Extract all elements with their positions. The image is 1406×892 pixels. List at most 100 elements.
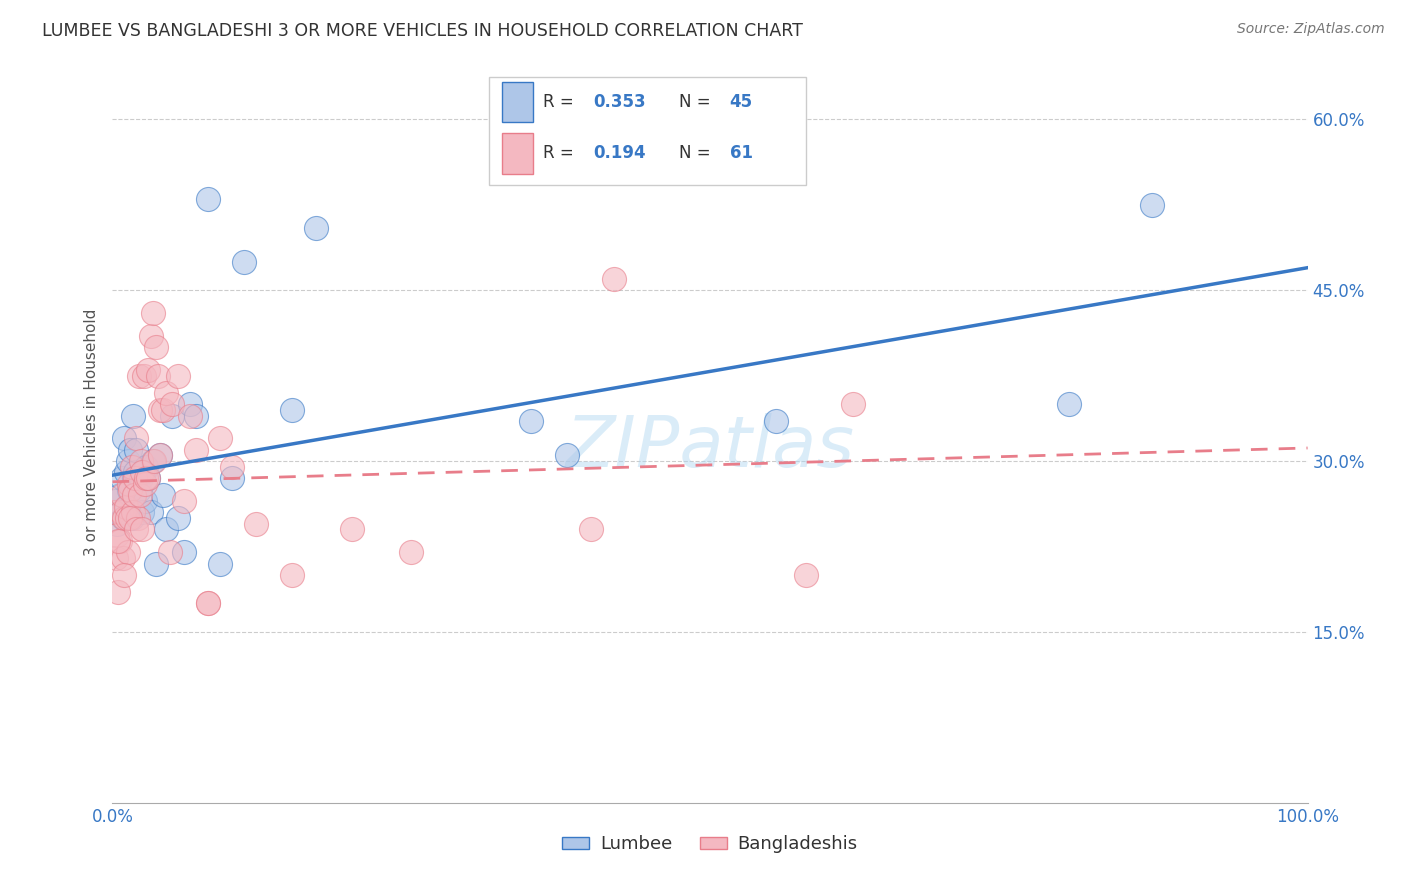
Point	[603, 272, 626, 286]
Point	[155, 523, 177, 537]
Point	[118, 483, 141, 497]
Point	[120, 442, 142, 457]
Point	[128, 368, 150, 383]
Point	[121, 459, 143, 474]
Point	[120, 483, 142, 497]
Point	[1057, 397, 1080, 411]
Point	[152, 488, 174, 502]
Point	[281, 568, 304, 582]
Point	[209, 431, 232, 445]
Point	[122, 471, 145, 485]
Point	[146, 368, 169, 383]
Point	[794, 568, 817, 582]
Point	[107, 533, 129, 548]
Point	[131, 466, 153, 480]
Point	[112, 550, 135, 565]
Point	[149, 449, 172, 463]
Point	[125, 431, 148, 445]
Point	[131, 523, 153, 537]
Point	[135, 471, 157, 485]
Point	[125, 442, 148, 457]
Point	[162, 397, 183, 411]
Point	[114, 431, 135, 445]
Point	[145, 557, 167, 571]
Point	[139, 328, 162, 343]
Point	[842, 397, 865, 411]
Point	[122, 488, 145, 502]
Point	[117, 545, 139, 559]
Point	[159, 545, 181, 559]
Point	[120, 511, 142, 525]
Point	[149, 402, 172, 417]
Point	[167, 511, 190, 525]
Point	[111, 488, 134, 502]
Point	[173, 545, 195, 559]
Point	[138, 471, 160, 485]
Point	[114, 466, 136, 480]
Point	[135, 459, 157, 474]
Point	[114, 511, 135, 525]
Point	[115, 500, 138, 514]
Point	[173, 494, 195, 508]
Point	[132, 368, 155, 383]
Point	[138, 471, 160, 485]
Point	[134, 494, 156, 508]
Point	[125, 523, 148, 537]
Point	[197, 597, 219, 611]
Point	[111, 471, 134, 485]
Point	[155, 385, 177, 400]
Point	[138, 363, 160, 377]
Point	[197, 597, 219, 611]
Point	[209, 557, 232, 571]
Point	[221, 471, 243, 485]
Point	[110, 505, 132, 519]
Point	[121, 511, 143, 525]
Point	[233, 254, 256, 268]
Point	[1142, 198, 1164, 212]
Point	[245, 516, 267, 531]
Point	[105, 550, 128, 565]
Point	[555, 449, 578, 463]
Y-axis label: 3 or more Vehicles in Household: 3 or more Vehicles in Household	[83, 309, 98, 557]
Point	[134, 476, 156, 491]
Point	[121, 505, 143, 519]
Point	[129, 454, 152, 468]
Point	[124, 466, 146, 480]
Point	[142, 454, 165, 468]
Point	[579, 523, 602, 537]
Point	[142, 306, 165, 320]
Point	[129, 488, 152, 502]
Point	[105, 516, 128, 531]
Point	[132, 466, 155, 480]
Point	[108, 533, 131, 548]
Point	[281, 402, 304, 417]
Point	[114, 568, 135, 582]
Point	[152, 402, 174, 417]
Point	[103, 505, 125, 519]
Point	[162, 409, 183, 423]
Point	[221, 459, 243, 474]
Point	[340, 523, 363, 537]
Point	[167, 368, 190, 383]
Point	[112, 511, 135, 525]
Point	[186, 442, 208, 457]
Point	[107, 585, 129, 599]
Point	[520, 414, 543, 428]
Point	[105, 528, 128, 542]
Point	[121, 409, 143, 423]
Text: LUMBEE VS BANGLADESHI 3 OR MORE VEHICLES IN HOUSEHOLD CORRELATION CHART: LUMBEE VS BANGLADESHI 3 OR MORE VEHICLES…	[42, 22, 803, 40]
Point	[197, 192, 219, 206]
Point	[108, 488, 131, 502]
Point	[114, 500, 136, 514]
Point	[104, 494, 127, 508]
Text: ZIPatlas: ZIPatlas	[565, 413, 855, 482]
Text: Source: ZipAtlas.com: Source: ZipAtlas.com	[1237, 22, 1385, 37]
Point	[115, 511, 138, 525]
Point	[127, 511, 149, 525]
Point	[401, 545, 423, 559]
Point	[143, 454, 166, 468]
Point	[765, 414, 787, 428]
Point	[128, 483, 150, 497]
Point	[131, 505, 153, 519]
Point	[118, 476, 141, 491]
